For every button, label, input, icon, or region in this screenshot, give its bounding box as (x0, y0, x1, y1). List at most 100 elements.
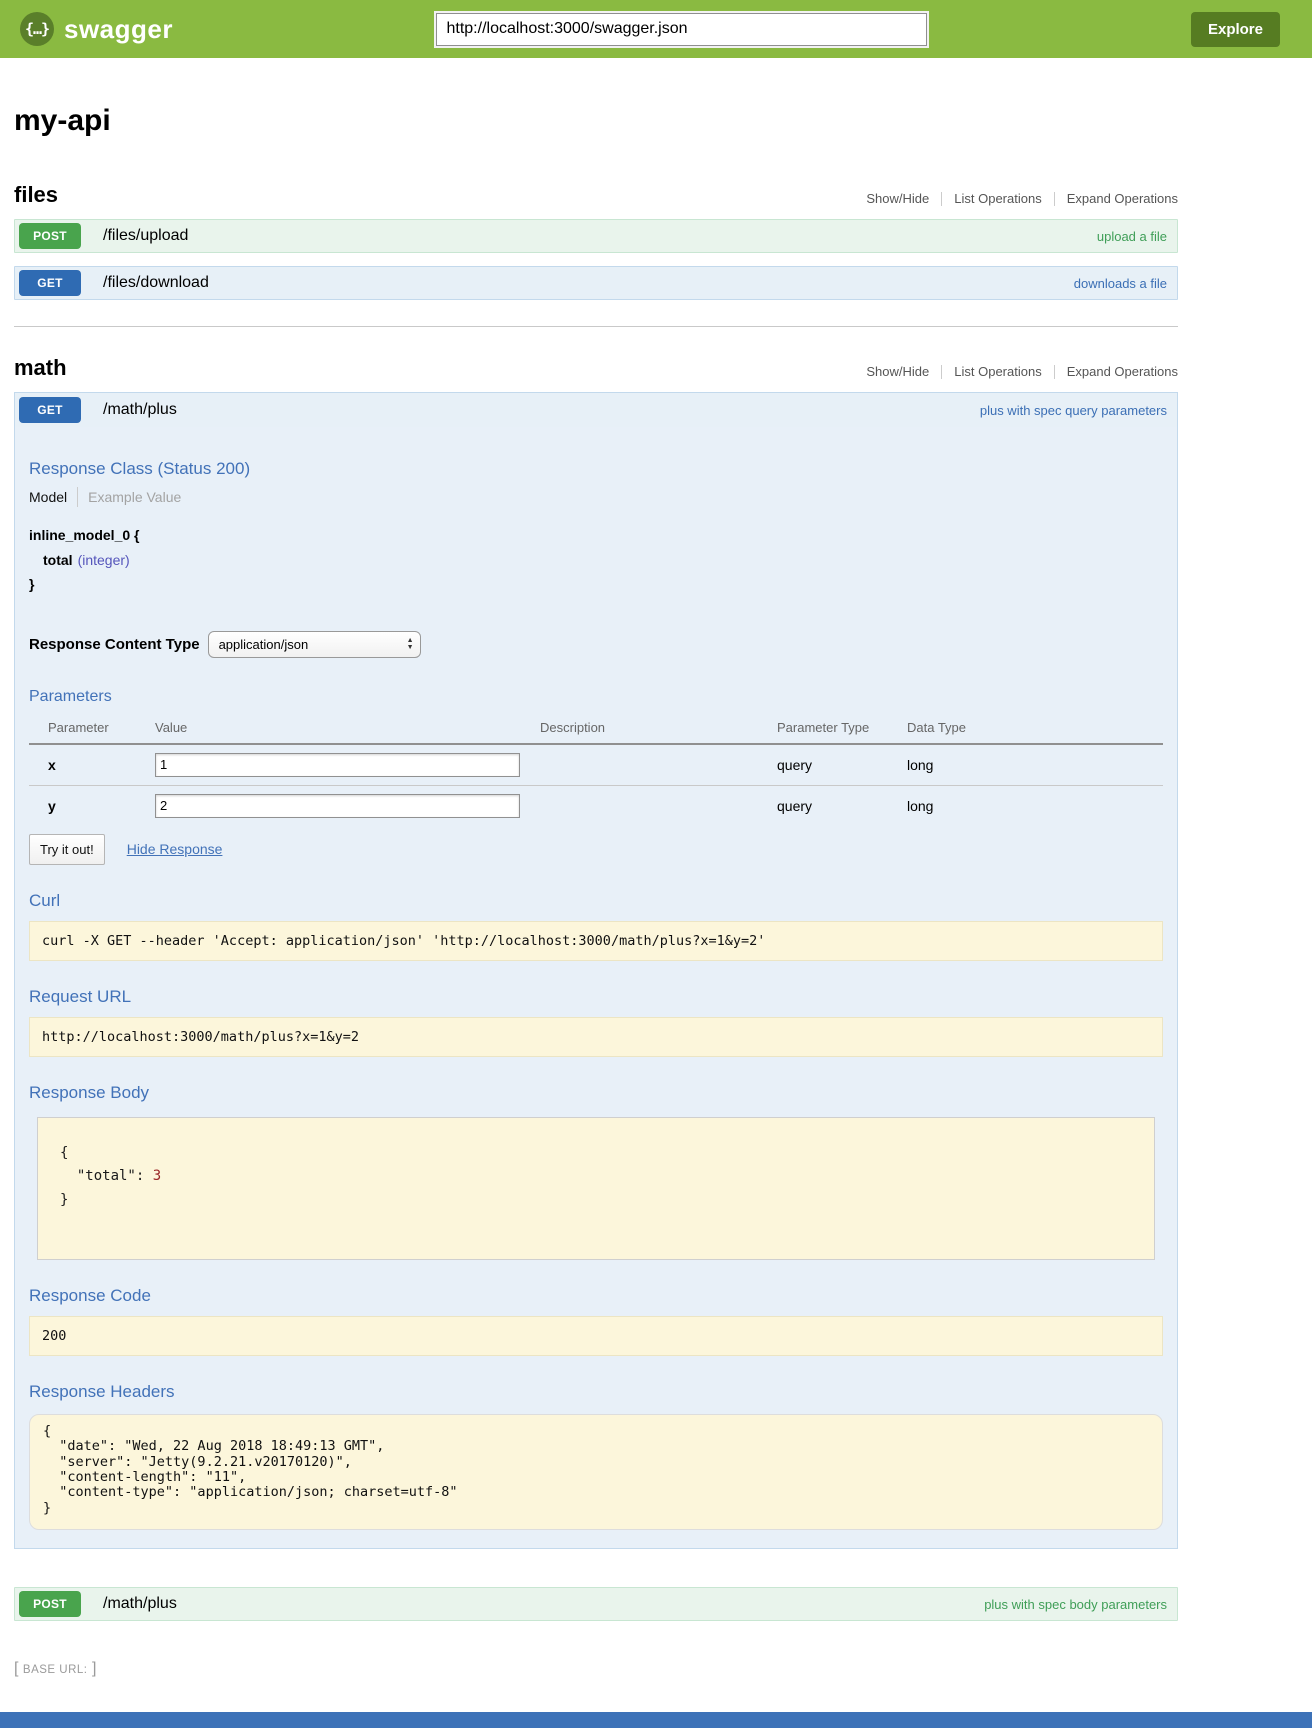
selected-content-type: application/json (218, 636, 309, 652)
response-class-heading: Response Class (Status 200) (29, 459, 251, 478)
operation-post-files-upload[interactable]: POST /files/upload upload a file (14, 219, 1178, 253)
swagger-logo-icon: {…} (20, 12, 54, 46)
parameter-data-type: long (907, 756, 934, 773)
response-content-type-label: Response Content Type (29, 635, 200, 653)
model-close-line: } (29, 576, 35, 592)
model-property-type: (integer) (77, 551, 130, 568)
response-body-heading: Response Body (29, 1082, 150, 1102)
parameter-name: x (48, 756, 56, 773)
parameter-data-type: long (907, 784, 1163, 826)
try-it-out-button[interactable]: Try it out! (29, 833, 105, 865)
json-close-brace: } (60, 1192, 69, 1209)
link-divider (941, 364, 943, 379)
column-header-parameter: Parameter (29, 713, 155, 745)
math-list-operations-link[interactable]: List Operations (954, 364, 1042, 379)
response-code-heading: Response Code (29, 1285, 151, 1305)
parameter-type: query (777, 784, 907, 826)
swagger-logo[interactable]: {…} swagger (20, 12, 173, 46)
tab-example-value[interactable]: Example Value (88, 489, 182, 505)
operation-path-files-upload[interactable]: /files/upload (103, 227, 189, 244)
operation-path-files-download[interactable]: /files/download (103, 274, 209, 291)
math-section-name[interactable]: math (14, 355, 67, 380)
response-headers-value: { "date": "Wed, 22 Aug 2018 18:49:13 GMT… (29, 1413, 1163, 1531)
tab-divider (77, 487, 79, 507)
model-property-line: total (integer) (43, 548, 1163, 573)
request-url-value: http://localhost:3000/math/plus?x=1&y=2 (29, 1016, 1163, 1057)
parameters-header-row: Parameter Value Description Parameter Ty… (29, 713, 1163, 745)
model-signature: inline_model_0 { total (integer) } (29, 523, 1163, 597)
response-code-value: 200 (29, 1315, 1163, 1356)
footer-bar (0, 1712, 1312, 1728)
request-url-heading: Request URL (29, 986, 132, 1006)
files-section-name[interactable]: files (14, 182, 59, 207)
json-open-brace: { (60, 1144, 69, 1161)
parameter-row-y: y query long (29, 784, 1163, 826)
get-method-badge[interactable]: GET (19, 270, 81, 296)
page-title: my-api (14, 104, 111, 137)
response-body: { "total": 3 } (37, 1116, 1155, 1260)
topbar: {…} swagger Explore (0, 0, 1312, 58)
files-expand-operations-link[interactable]: Expand Operations (1066, 191, 1178, 206)
operation-content: Response Class (Status 200) Model Exampl… (15, 427, 1177, 1548)
operation-summary[interactable]: downloads a file (1073, 275, 1167, 291)
try-row: Try it out! Hide Response (29, 833, 1163, 865)
post-method-badge[interactable]: POST (19, 223, 81, 249)
column-header-description: Description (540, 713, 777, 745)
column-header-value: Value (155, 713, 540, 745)
model-tabs: Model Example Value (29, 487, 1163, 507)
json-number-value: 3 (152, 1168, 162, 1185)
section-divider (14, 326, 1178, 327)
get-method-badge[interactable]: GET (19, 397, 81, 423)
operation-get-files-download[interactable]: GET /files/download downloads a file (14, 266, 1178, 300)
hide-response-link[interactable]: Hide Response (126, 841, 223, 857)
base-url-close-bracket: ] (91, 1660, 97, 1678)
link-divider (941, 191, 943, 206)
parameter-name: y (29, 784, 155, 826)
math-section-links: Show/Hide List Operations Expand Operati… (866, 364, 1178, 381)
parameter-description (540, 784, 777, 826)
base-url-footer: [ BASE URL: ] (14, 1660, 1312, 1678)
link-divider (1053, 364, 1055, 379)
parameters-table: Parameter Value Description Parameter Ty… (29, 713, 1163, 826)
model-open-line: inline_model_0 { (29, 527, 140, 543)
files-show-hide-link[interactable]: Show/Hide (866, 191, 930, 206)
operation-summary[interactable]: upload a file (1096, 228, 1167, 244)
link-divider (1053, 191, 1055, 206)
column-header-data-type: Data Type (907, 713, 1163, 745)
operation-summary[interactable]: plus with spec query parameters (979, 402, 1167, 418)
files-section-links: Show/Hide List Operations Expand Operati… (866, 191, 1178, 208)
post-method-badge[interactable]: POST (19, 1591, 81, 1618)
response-content-type-select[interactable]: application/json ▲ ▼ (207, 630, 421, 658)
json-total-line: "total": 3 (60, 1165, 1129, 1189)
files-section-header: files Show/Hide List Operations Expand O… (14, 182, 1178, 208)
response-headers-heading: Response Headers (29, 1381, 175, 1401)
parameters-heading: Parameters (29, 687, 112, 705)
operation-get-math-plus-header[interactable]: GET /math/plus plus with spec query para… (15, 393, 1177, 427)
tab-model[interactable]: Model (29, 489, 68, 505)
operation-summary[interactable]: plus with spec body parameters (984, 1596, 1167, 1612)
math-show-hide-link[interactable]: Show/Hide (866, 364, 930, 379)
base-url-label: BASE URL: (22, 1664, 88, 1677)
operation-post-math-plus[interactable]: POST /math/plus plus with spec body para… (14, 1587, 1178, 1622)
swagger-logo-text: swagger (64, 13, 173, 44)
curl-command: curl -X GET --header 'Accept: applicatio… (29, 920, 1163, 961)
files-list-operations-link[interactable]: List Operations (954, 191, 1042, 206)
response-content-type-row: Response Content Type application/json ▲… (29, 630, 1163, 658)
base-url-open-bracket: [ (14, 1660, 19, 1678)
explore-button[interactable]: Explore (1190, 11, 1280, 47)
operation-path-math-plus-post[interactable]: /math/plus (103, 1595, 177, 1613)
parameter-x-input[interactable] (155, 752, 520, 777)
operation-path-math-plus[interactable]: /math/plus (103, 401, 177, 418)
curl-heading: Curl (29, 890, 61, 910)
parameter-description (540, 744, 777, 786)
json-key: "total": (60, 1168, 153, 1185)
api-url-input[interactable] (434, 10, 930, 48)
model-property-name: total (43, 551, 73, 568)
main-content: my-api files Show/Hide List Operations E… (14, 58, 1178, 1634)
parameter-y-input[interactable] (155, 793, 520, 818)
parameter-type: query (777, 756, 813, 773)
operation-get-math-plus-expanded: GET /math/plus plus with spec query para… (14, 392, 1178, 1550)
select-arrows-icon: ▲ ▼ (406, 636, 414, 651)
math-expand-operations-link[interactable]: Expand Operations (1066, 364, 1178, 379)
parameter-row-x: x query long (29, 744, 1163, 786)
